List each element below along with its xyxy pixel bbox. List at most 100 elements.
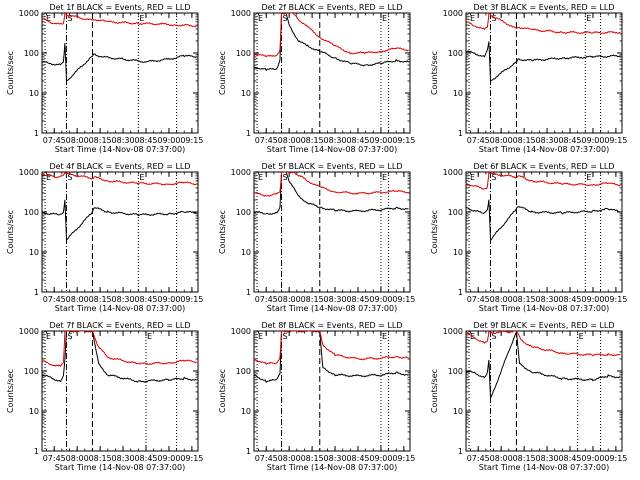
y-tick-label: 1 [34,288,39,297]
series-black [42,331,197,383]
series-black [466,41,621,81]
x-tick-label: 08:45 [558,454,581,463]
panel-det-1: Det 1f BLACK = Events, RED = LLD 1 10 100 10… [6,3,203,154]
x-tick-label: 08:30 [112,295,135,304]
series-black [42,43,197,81]
x-axis-label: Start Time (14-Nov-08 07:37:00) [55,304,185,313]
x-axis-label: Start Time (14-Nov-08 07:37:00) [479,463,609,472]
x-axis-label: Start Time (14-Nov-08 07:37:00) [267,145,397,154]
y-tick-label: 10 [241,248,251,257]
x-tick-label: 08:00 [66,136,89,145]
y-tick-label: 1 [34,129,39,138]
x-tick-label: 07:45 [43,136,66,145]
plot-frame [253,330,411,452]
y-axis-label: Counts/sec [218,210,227,254]
y-tick-label: 1 [458,129,463,138]
y-tick-label: 1000 [231,168,251,177]
y-tick-label: 100 [236,208,251,217]
y-tick-label: 100 [24,367,39,376]
plot-frame [465,330,623,452]
panel-det-8: Det 8f BLACK = Events, RED = LLD 1 10 100 10… [218,321,415,472]
x-axis-label: Start Time (14-Nov-08 07:37:00) [479,304,609,313]
marker-label: E [382,14,387,23]
series-red [42,13,197,28]
marker-label: E [382,332,387,341]
series-red [42,331,197,368]
marker-label: E [46,173,51,182]
y-tick-label: 1 [246,288,251,297]
panel-title: Det 6f BLACK = Events, RED = LLD [473,162,614,171]
x-axis-label: Start Time (14-Nov-08 07:37:00) [55,145,185,154]
plot-frame [253,12,411,134]
x-tick-label: 08:30 [112,454,135,463]
y-axis-label: Counts/sec [6,369,15,413]
marker-label: E [139,14,144,23]
plot-frame [253,171,411,293]
panel-title: Det 7f BLACK = Events, RED = LLD [49,321,190,330]
y-axis-label: Counts/sec [6,210,15,254]
marker-label: E [258,332,263,341]
x-tick-label: 08:15 [301,295,324,304]
x-tick-label: 08:00 [490,454,513,463]
y-tick-label: 1000 [443,9,463,18]
marker-label: E [258,173,263,182]
y-axis-label: Counts/sec [218,51,227,95]
x-tick-label: 08:00 [490,295,513,304]
marker-label: E [470,14,475,23]
x-tick-label: 09:15 [392,295,415,304]
panel-title: Det 4f BLACK = Events, RED = LLD [49,162,190,171]
x-tick-label: 08:15 [89,136,112,145]
y-axis-label: Counts/sec [6,51,15,95]
y-tick-label: 1 [246,129,251,138]
x-tick-label: 09:15 [180,295,203,304]
x-tick-label: 07:45 [467,136,490,145]
marker-label: S [283,14,288,23]
x-axis-label: Start Time (14-Nov-08 07:37:00) [479,145,609,154]
y-tick-label: 100 [236,367,251,376]
x-tick-label: 07:45 [467,295,490,304]
y-tick-label: 10 [29,248,39,257]
y-tick-label: 1000 [19,327,39,336]
series-black [466,331,621,400]
plot-frame [465,12,623,134]
y-tick-label: 1000 [19,9,39,18]
x-tick-label: 09:00 [369,136,392,145]
x-tick-label: 08:45 [134,454,157,463]
x-tick-label: 09:00 [157,295,180,304]
x-tick-label: 08:45 [558,295,581,304]
x-tick-label: 09:00 [581,136,604,145]
x-tick-label: 07:45 [255,136,278,145]
marker-label: E [46,14,51,23]
marker-label: E [586,173,591,182]
y-tick-label: 100 [236,49,251,58]
x-tick-label: 09:00 [369,454,392,463]
y-tick-label: 1000 [19,168,39,177]
y-tick-label: 10 [29,407,39,416]
panel-title: Det 8f BLACK = Events, RED = LLD [261,321,402,330]
x-tick-label: 08:00 [278,136,301,145]
y-tick-label: 10 [453,248,463,257]
x-tick-label: 08:15 [513,295,536,304]
series-red [254,331,409,366]
marker-label: S [67,173,72,182]
x-tick-label: 09:15 [392,136,415,145]
series-red [254,172,409,197]
y-axis-label: Counts/sec [430,369,439,413]
marker-label: S [67,14,72,23]
x-tick-label: 09:00 [581,454,604,463]
marker-label: S [491,173,496,182]
marker-label: S [283,332,288,341]
x-tick-label: 07:45 [467,454,490,463]
x-tick-label: 07:45 [255,454,278,463]
x-axis-label: Start Time (14-Nov-08 07:37:00) [55,463,185,472]
y-tick-label: 100 [448,208,463,217]
series-red [42,172,197,186]
series-black [254,13,409,72]
panel-det-5: Det 5f BLACK = Events, RED = LLD 1 10 100 10… [218,162,415,313]
marker-label: E [147,332,152,341]
x-tick-label: 07:45 [255,295,278,304]
x-tick-label: 09:00 [157,454,180,463]
panel-title: Det 2f BLACK = Events, RED = LLD [261,3,402,12]
y-tick-label: 1 [458,288,463,297]
